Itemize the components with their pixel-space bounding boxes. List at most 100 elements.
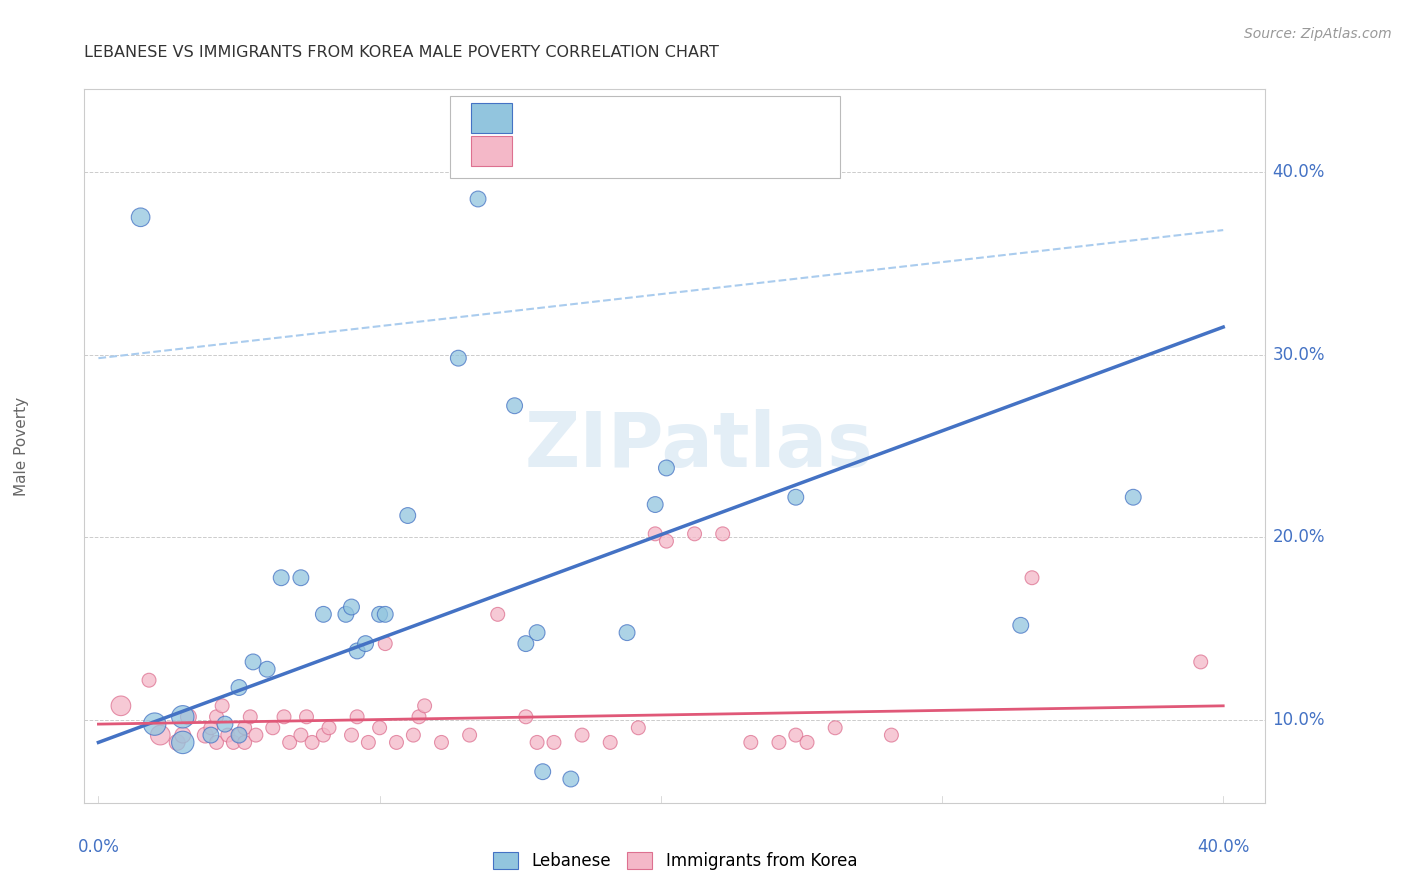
Point [335, 607, 357, 622]
Point [368, 607, 391, 622]
Point [374, 637, 396, 651]
Point [346, 644, 368, 658]
Point [273, 710, 295, 724]
FancyBboxPatch shape [450, 96, 841, 178]
Point [402, 728, 425, 742]
Point [346, 710, 368, 724]
Point [233, 721, 256, 735]
Legend: Lebanese, Immigrants from Korea: Lebanese, Immigrants from Korea [486, 845, 863, 877]
Point [312, 607, 335, 622]
Point [228, 728, 250, 742]
Point [217, 728, 239, 742]
Point [354, 637, 377, 651]
Text: Male Poverty: Male Poverty [14, 396, 28, 496]
Point [172, 710, 194, 724]
FancyBboxPatch shape [471, 136, 512, 166]
Point [503, 399, 526, 413]
Point [318, 721, 340, 735]
Point [768, 735, 790, 749]
Point [1189, 655, 1212, 669]
Point [357, 735, 380, 749]
Point [214, 717, 236, 731]
Point [172, 728, 194, 742]
Point [655, 461, 678, 475]
Point [644, 498, 666, 512]
Point [340, 600, 363, 615]
Point [616, 625, 638, 640]
Text: R = 0.051: R = 0.051 [524, 143, 623, 161]
Point [239, 710, 262, 724]
Point [526, 625, 548, 640]
Point [447, 351, 470, 366]
Point [222, 735, 245, 749]
Point [278, 735, 301, 749]
Point [458, 728, 481, 742]
Point [262, 721, 284, 735]
Text: Source: ZipAtlas.com: Source: ZipAtlas.com [1244, 27, 1392, 41]
Point [785, 490, 807, 504]
Text: R = 0.579: R = 0.579 [524, 110, 623, 128]
Point [256, 662, 278, 676]
Point [627, 721, 650, 735]
Point [644, 526, 666, 541]
Point [295, 710, 318, 724]
Point [149, 728, 172, 742]
Point [245, 728, 267, 742]
Point [166, 735, 188, 749]
Point [368, 721, 391, 735]
Point [110, 698, 132, 713]
Text: 40.0%: 40.0% [1197, 838, 1250, 856]
Point [560, 772, 582, 786]
Point [290, 728, 312, 742]
Point [301, 735, 323, 749]
Point [486, 607, 509, 622]
Text: LEBANESE VS IMMIGRANTS FROM KOREA MALE POVERTY CORRELATION CHART: LEBANESE VS IMMIGRANTS FROM KOREA MALE P… [84, 45, 720, 60]
Point [543, 735, 565, 749]
Text: N = 32: N = 32 [693, 110, 761, 128]
Point [242, 655, 264, 669]
Point [796, 735, 818, 749]
Point [270, 571, 292, 585]
Point [683, 526, 706, 541]
Point [785, 728, 807, 742]
Point [211, 698, 233, 713]
Point [1021, 571, 1043, 585]
Point [200, 728, 222, 742]
Point [515, 637, 537, 651]
Point [290, 571, 312, 585]
Point [515, 710, 537, 724]
Text: N = 56: N = 56 [693, 143, 761, 161]
Point [413, 698, 436, 713]
Text: 20.0%: 20.0% [1272, 528, 1324, 547]
Point [571, 728, 593, 742]
Point [138, 673, 160, 688]
Point [143, 717, 166, 731]
Text: ZIPatlas: ZIPatlas [524, 409, 873, 483]
Point [194, 728, 217, 742]
Point [200, 721, 222, 735]
Point [228, 681, 250, 695]
Point [880, 728, 903, 742]
Point [599, 735, 621, 749]
Point [531, 764, 554, 779]
Point [205, 710, 228, 724]
Point [655, 534, 678, 549]
Point [1010, 618, 1032, 632]
Point [228, 728, 250, 742]
Point [467, 192, 489, 206]
Point [740, 735, 762, 749]
Point [177, 710, 200, 724]
Text: 0.0%: 0.0% [77, 838, 120, 856]
Text: 30.0%: 30.0% [1272, 345, 1324, 364]
Point [340, 728, 363, 742]
Point [396, 508, 419, 523]
Point [824, 721, 846, 735]
Point [711, 526, 734, 541]
Text: 10.0%: 10.0% [1272, 712, 1324, 730]
Point [205, 735, 228, 749]
Point [233, 735, 256, 749]
Point [374, 607, 396, 622]
Point [312, 728, 335, 742]
Point [129, 211, 152, 225]
Point [1122, 490, 1144, 504]
